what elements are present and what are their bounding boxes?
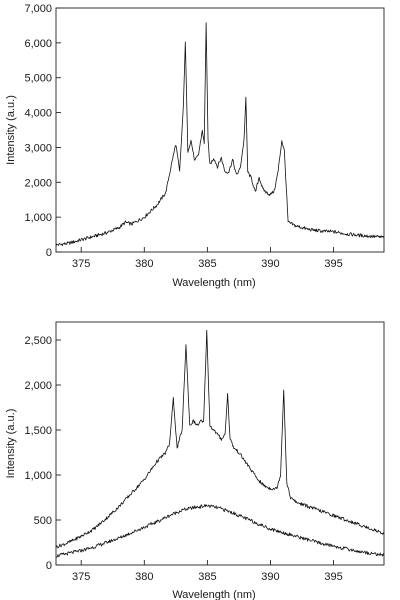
c2-y-tick-label: 1,500 xyxy=(24,425,52,437)
c2-y-tick-label: 1,000 xyxy=(24,470,52,482)
c2-plot-frame xyxy=(55,321,385,566)
c2-x-tick-label: 385 xyxy=(198,571,216,583)
c2-y-tick-label: 0 xyxy=(46,560,52,572)
c1-plot-frame xyxy=(55,7,385,253)
c1-y-axis-label: Intensity (a.u.) xyxy=(5,95,17,165)
c2-y-tick-label: 2,000 xyxy=(24,380,52,392)
c2-y-tick-label: 500 xyxy=(34,515,52,527)
c1-y-tick-label: 3,000 xyxy=(24,142,52,154)
c2-y-tick-label: 2,500 xyxy=(24,335,52,347)
c1-x-axis-label: Wavelength (nm) xyxy=(172,277,255,289)
c2-x-tick-label: 390 xyxy=(261,571,279,583)
c1-y-tick-label: 6,000 xyxy=(24,38,52,50)
c1-y-tick-label: 5,000 xyxy=(24,73,52,85)
c1-x-tick-label: 380 xyxy=(135,258,153,270)
c1-y-tick-label: 7,000 xyxy=(24,3,52,15)
c2-x-tick-label: 380 xyxy=(135,571,153,583)
c1-x-tick-label: 395 xyxy=(324,258,342,270)
c1-series-line-1 xyxy=(55,22,385,247)
c2-series-line-2 xyxy=(55,504,385,558)
c1-y-tick-label: 2,000 xyxy=(24,177,52,189)
chart-bottom: 375 380 385 390 395 0 500 1,000 1,500 2,000 2,500 W… xyxy=(5,321,385,600)
c1-y-tick-label: 1,000 xyxy=(24,212,52,224)
c2-series-line-1 xyxy=(55,329,385,549)
c2-x-axis-label: Wavelength (nm) xyxy=(172,589,255,600)
c2-x-tick-label: 375 xyxy=(72,571,90,583)
c1-x-tick-label: 390 xyxy=(261,258,279,270)
c1-x-tick-label: 385 xyxy=(198,258,216,270)
c2-x-tick-label: 395 xyxy=(324,571,342,583)
chart-top: 375 380 385 390 395 0 1,000 2,000 3,000 4,000 5,00… xyxy=(5,3,385,289)
c2-y-axis-label: Intensity (a.u.) xyxy=(5,409,17,479)
c1-y-tick-label: 4,000 xyxy=(24,108,52,120)
c1-x-tick-label: 375 xyxy=(72,258,90,270)
c1-y-tick-label: 0 xyxy=(46,247,52,259)
